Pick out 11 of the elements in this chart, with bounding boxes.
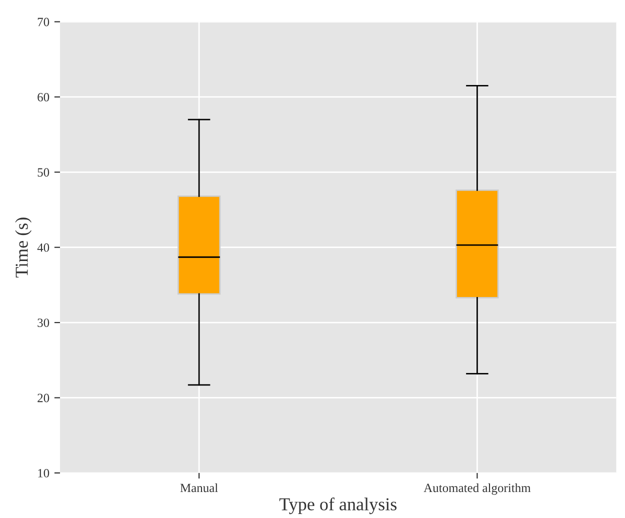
- y-tick-label: 10: [38, 468, 50, 478]
- x-tick-label: Automated algorithm: [424, 483, 531, 495]
- x-axis-title: Type of analysis: [279, 498, 397, 514]
- y-axis-title: Time (s): [15, 218, 32, 278]
- y-tick-label: 60: [38, 92, 50, 102]
- y-tick-label: 30: [38, 318, 50, 327]
- y-tick-label: 20: [38, 394, 50, 402]
- x-tick-label: Manual: [180, 483, 218, 492]
- y-tick-label: 40: [37, 243, 50, 252]
- y-tick-label: 70: [38, 18, 50, 26]
- y-tick-label: 50: [38, 168, 50, 177]
